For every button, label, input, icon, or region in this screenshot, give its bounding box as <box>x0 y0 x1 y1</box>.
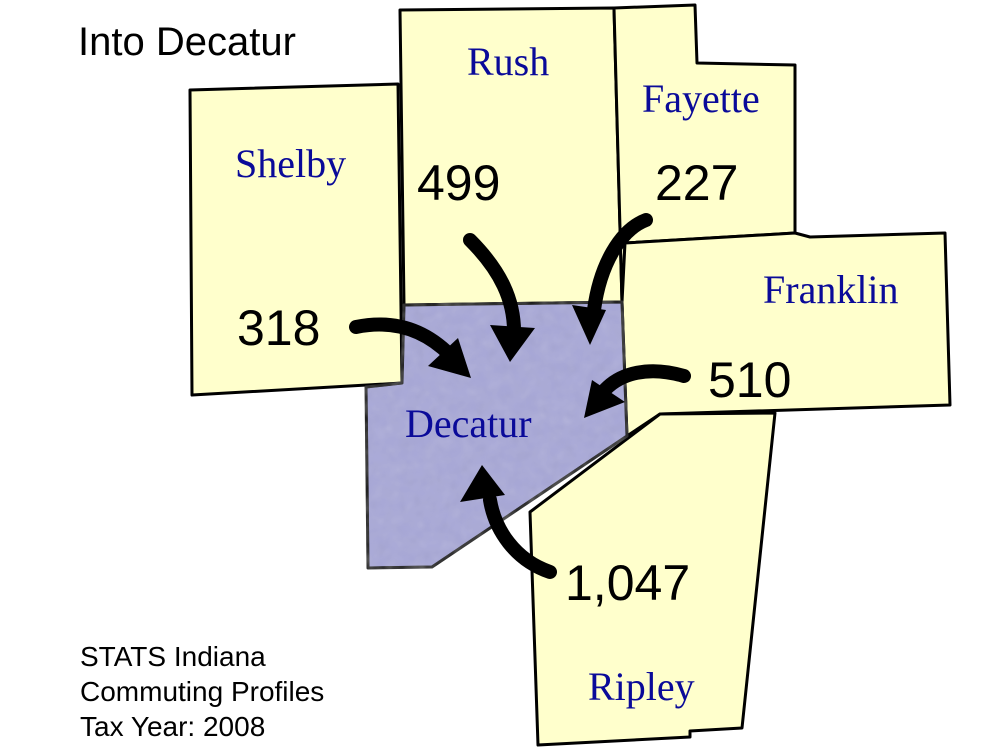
label-fayette: Fayette <box>642 76 760 121</box>
arrow-ripley <box>460 465 557 579</box>
arrow-shelby <box>349 317 471 378</box>
arrow-franklin <box>584 364 691 418</box>
value-franklin: 510 <box>708 352 791 408</box>
value-fayette: 227 <box>655 155 738 211</box>
value-ripley: 1,047 <box>565 555 690 611</box>
source-line-1: STATS Indiana <box>80 641 266 672</box>
label-ripley: Ripley <box>588 664 695 709</box>
county-decatur <box>364 300 629 570</box>
arrow-fayette <box>572 213 653 345</box>
value-rush: 499 <box>417 155 500 211</box>
map-title: Into Decatur <box>78 20 296 64</box>
source-line-3: Tax Year: 2008 <box>80 711 265 742</box>
value-shelby: 318 <box>237 300 320 356</box>
arrow-rush <box>463 233 535 362</box>
label-rush: Rush <box>467 39 549 84</box>
county-ripley <box>528 411 777 747</box>
source-line-2: Commuting Profiles <box>80 676 324 707</box>
label-shelby: Shelby <box>235 141 346 186</box>
label-franklin: Franklin <box>763 267 899 312</box>
label-decatur: Decatur <box>405 401 532 446</box>
